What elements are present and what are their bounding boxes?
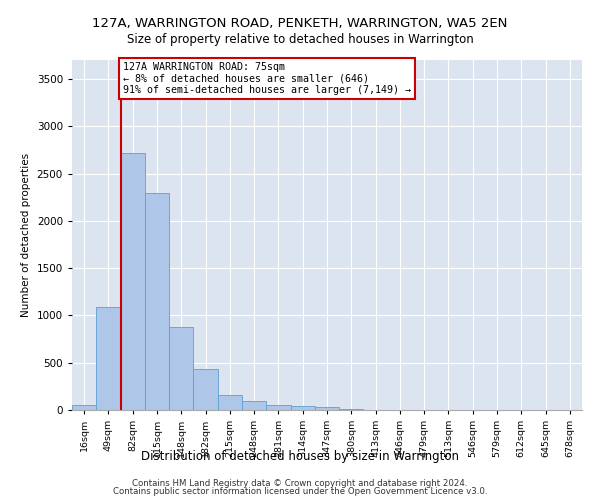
Text: Size of property relative to detached houses in Warrington: Size of property relative to detached ho… [127,32,473,46]
Bar [96,307,121,410]
Y-axis label: Number of detached properties: Number of detached properties [21,153,31,317]
Text: 127A WARRINGTON ROAD: 75sqm
← 8% of detached houses are smaller (646)
91% of sem: 127A WARRINGTON ROAD: 75sqm ← 8% of deta… [122,62,410,95]
Bar [339,409,364,410]
Bar [218,395,242,410]
Bar [290,406,315,410]
Bar [169,327,193,410]
Text: Contains public sector information licensed under the Open Government Licence v3: Contains public sector information licen… [113,487,487,496]
Bar [72,406,96,410]
Text: Distribution of detached houses by size in Warrington: Distribution of detached houses by size … [141,450,459,463]
Bar [121,152,145,410]
Bar [266,405,290,410]
Text: 127A, WARRINGTON ROAD, PENKETH, WARRINGTON, WA5 2EN: 127A, WARRINGTON ROAD, PENKETH, WARRINGT… [92,18,508,30]
Text: Contains HM Land Registry data © Crown copyright and database right 2024.: Contains HM Land Registry data © Crown c… [132,478,468,488]
Bar [242,402,266,410]
Bar [145,194,169,410]
Bar [193,370,218,410]
Bar [315,407,339,410]
